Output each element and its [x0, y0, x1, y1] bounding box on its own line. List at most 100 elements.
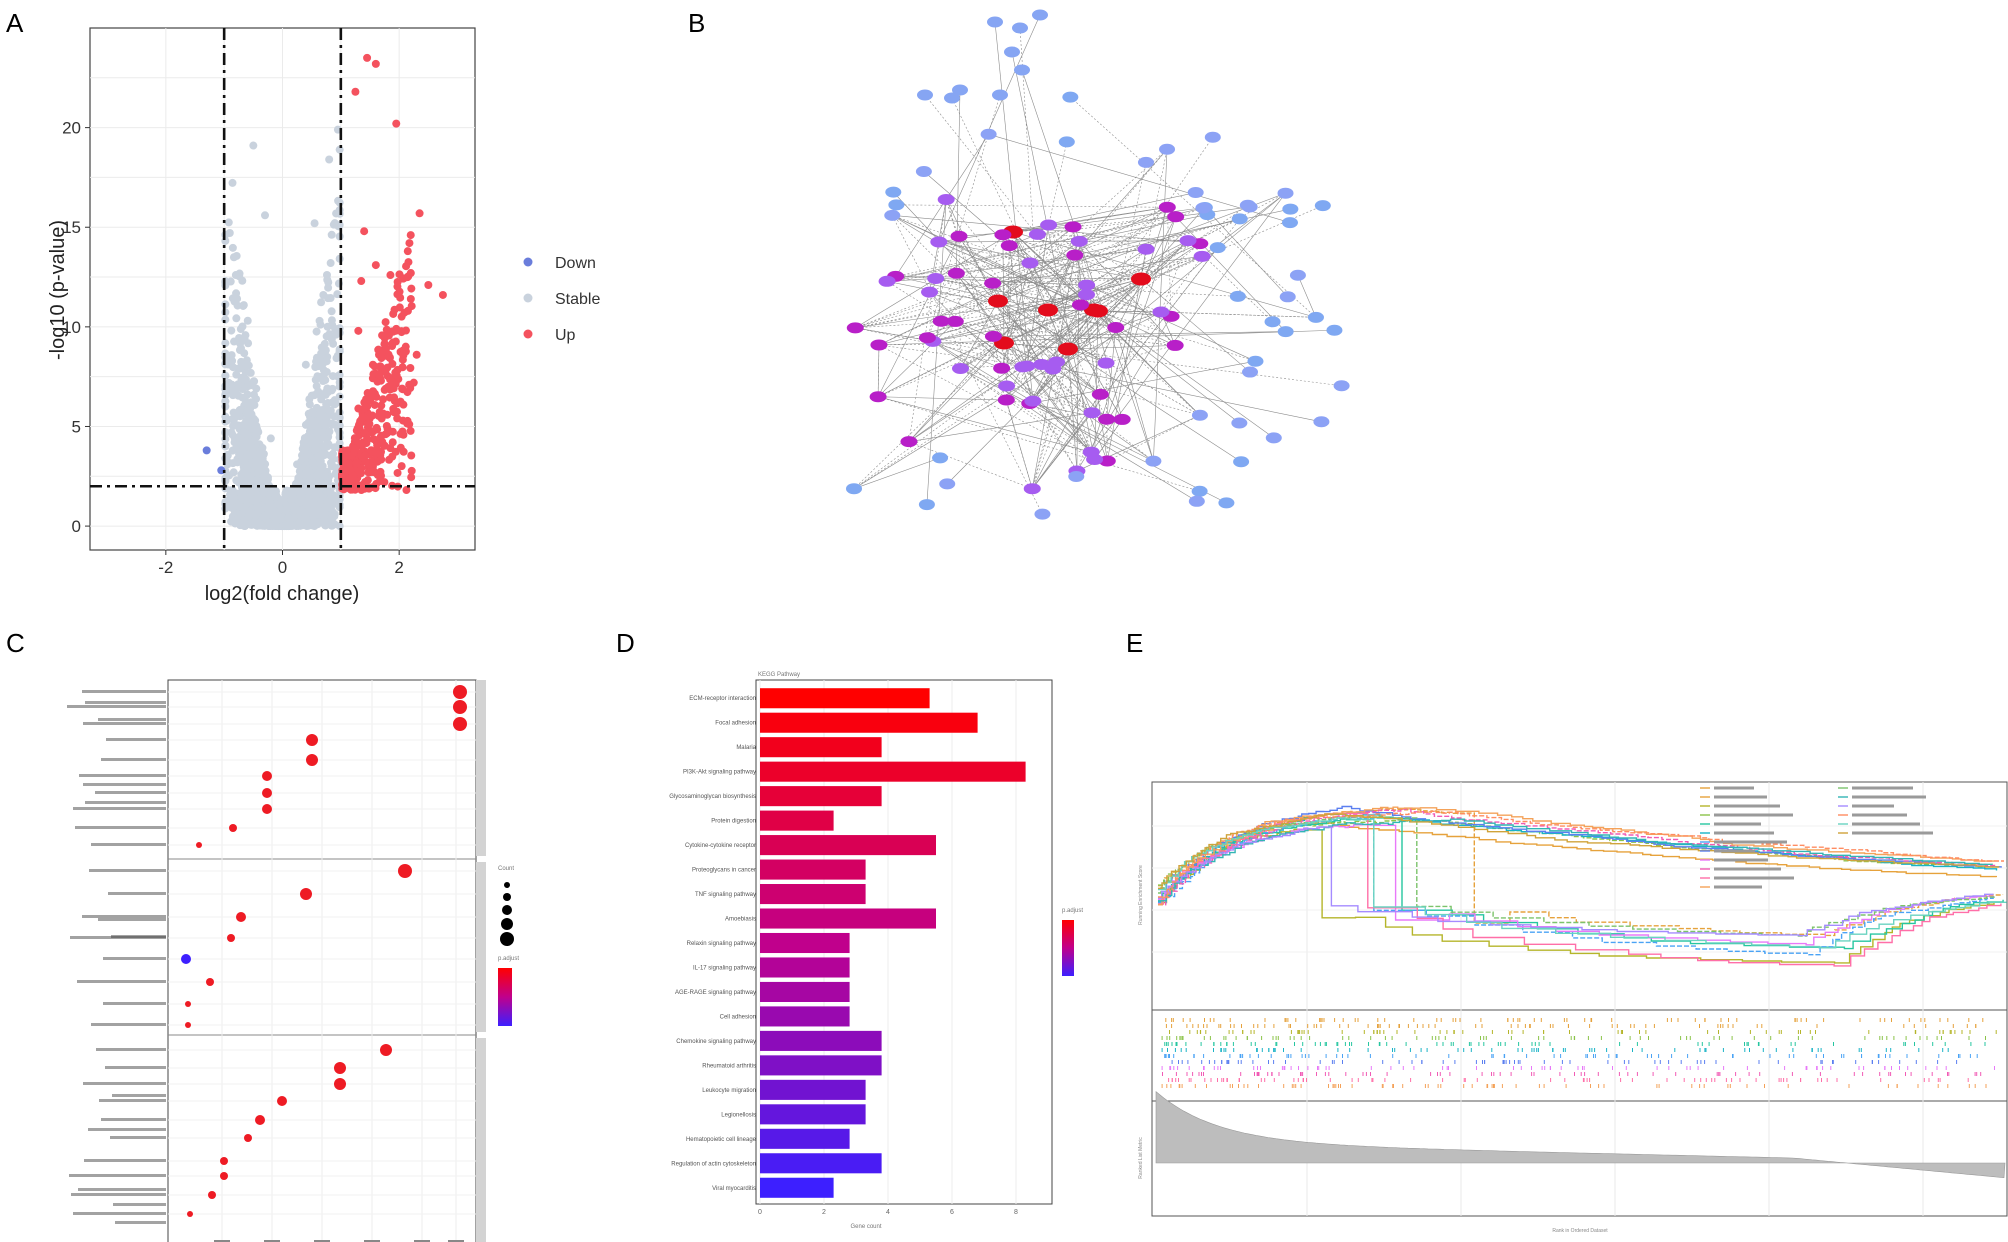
- stable-point: [333, 290, 342, 299]
- kegg-category-label: PI3K-Akt signaling pathway: [683, 770, 756, 776]
- stable-point: [303, 450, 312, 459]
- go-term-label-line: [99, 1099, 166, 1102]
- network-edge: [938, 14, 1041, 243]
- kegg-category-label: Regulation of actin cytoskeleton: [671, 1161, 756, 1167]
- network-edge: [908, 441, 1033, 489]
- up-point: [389, 408, 398, 417]
- go-term-dot: [453, 685, 467, 699]
- go-term-dot: [185, 1001, 191, 1007]
- stable-point: [284, 514, 293, 523]
- stable-point: [229, 415, 238, 424]
- stable-point: [325, 427, 334, 436]
- stable-point: [316, 435, 325, 444]
- up-point: [380, 332, 389, 341]
- stable-point: [236, 489, 245, 498]
- kegg-title: KEGG Pathway: [758, 672, 800, 678]
- kegg-bar: [760, 712, 978, 733]
- stable-point: [232, 289, 241, 298]
- go-term-dot: [300, 888, 312, 900]
- up-point: [368, 360, 377, 369]
- go-term-label-line: [91, 1023, 166, 1026]
- stable-point: [249, 141, 258, 150]
- go-term-dot: [262, 771, 272, 781]
- network-node: [1279, 291, 1296, 303]
- stable-point: [330, 443, 339, 452]
- stable-point: [287, 500, 296, 509]
- network-edge: [1073, 216, 1176, 228]
- go-term-label-line: [91, 843, 166, 846]
- network-node: [1158, 201, 1176, 213]
- network-node: [888, 199, 905, 211]
- network-node: [918, 332, 936, 344]
- go-term-label-line: [88, 1128, 166, 1131]
- go-term-dot: [206, 978, 214, 986]
- stable-point: [261, 211, 269, 220]
- up-point: [407, 284, 416, 293]
- stable-point: [255, 494, 264, 503]
- up-point: [350, 434, 359, 443]
- go-term-label-line: [106, 738, 166, 741]
- stable-point: [297, 493, 306, 502]
- go-term-dot: [398, 864, 412, 878]
- stable-point: [228, 430, 237, 439]
- network-node: [900, 436, 918, 448]
- stable-point: [326, 259, 335, 268]
- network-node: [1167, 211, 1185, 223]
- network-node: [846, 322, 864, 334]
- network-node: [884, 209, 901, 221]
- stable-point: [324, 406, 333, 415]
- network-node: [1137, 243, 1155, 255]
- network-node: [1044, 363, 1062, 375]
- up-point: [396, 293, 405, 302]
- go-term-label-line: [115, 1221, 166, 1224]
- stable-point: [309, 512, 318, 521]
- network-node: [1188, 495, 1205, 507]
- stable-point: [299, 438, 308, 447]
- legend-stable-label: Stable: [555, 291, 600, 308]
- size-legend-dot-5: [500, 932, 514, 946]
- volcano-y-axis-label: -log10 (p-value): [47, 220, 69, 360]
- stable-point: [235, 406, 244, 415]
- up-point: [354, 326, 363, 335]
- up-point: [386, 271, 395, 280]
- network-edge: [1019, 27, 1043, 365]
- legend-down-label: Down: [555, 255, 596, 272]
- network-node: [870, 339, 888, 351]
- network-node: [1247, 355, 1264, 367]
- up-point: [357, 277, 366, 286]
- stable-point: [310, 440, 319, 449]
- go-color-legend-title: p.adjust: [498, 956, 519, 962]
- stable-point: [236, 520, 245, 529]
- up-point: [392, 119, 401, 128]
- go-term-label-line: [89, 869, 166, 872]
- network-node: [994, 229, 1012, 241]
- up-point: [381, 318, 390, 327]
- network-node: [1277, 187, 1294, 199]
- network-node: [1326, 324, 1343, 336]
- go-term-label-line: [85, 701, 166, 704]
- kegg-bar: [760, 1104, 866, 1125]
- stable-point: [260, 471, 269, 480]
- stable-point: [244, 512, 253, 521]
- up-point: [406, 426, 415, 435]
- network-node: [1062, 91, 1079, 103]
- network-node: [1058, 342, 1078, 356]
- stable-point: [330, 412, 339, 421]
- up-point: [351, 87, 360, 96]
- go-term-label-line: [83, 783, 166, 786]
- kegg-bar: [760, 908, 936, 929]
- network-node: [1091, 388, 1109, 400]
- stable-point: [246, 404, 255, 413]
- stable-point: [229, 363, 238, 372]
- up-point: [363, 434, 372, 443]
- network-edge: [1167, 207, 1172, 317]
- up-point: [374, 345, 383, 354]
- size-legend-dot-1: [504, 882, 510, 888]
- kegg-bar: [760, 810, 834, 831]
- stable-point: [326, 294, 335, 303]
- go-size-legend-title: Count: [498, 866, 514, 872]
- stable-point: [288, 494, 297, 503]
- kegg-category-label: Proteoglycans in cancer: [692, 868, 756, 874]
- up-point: [404, 258, 413, 267]
- network-node: [1000, 240, 1018, 252]
